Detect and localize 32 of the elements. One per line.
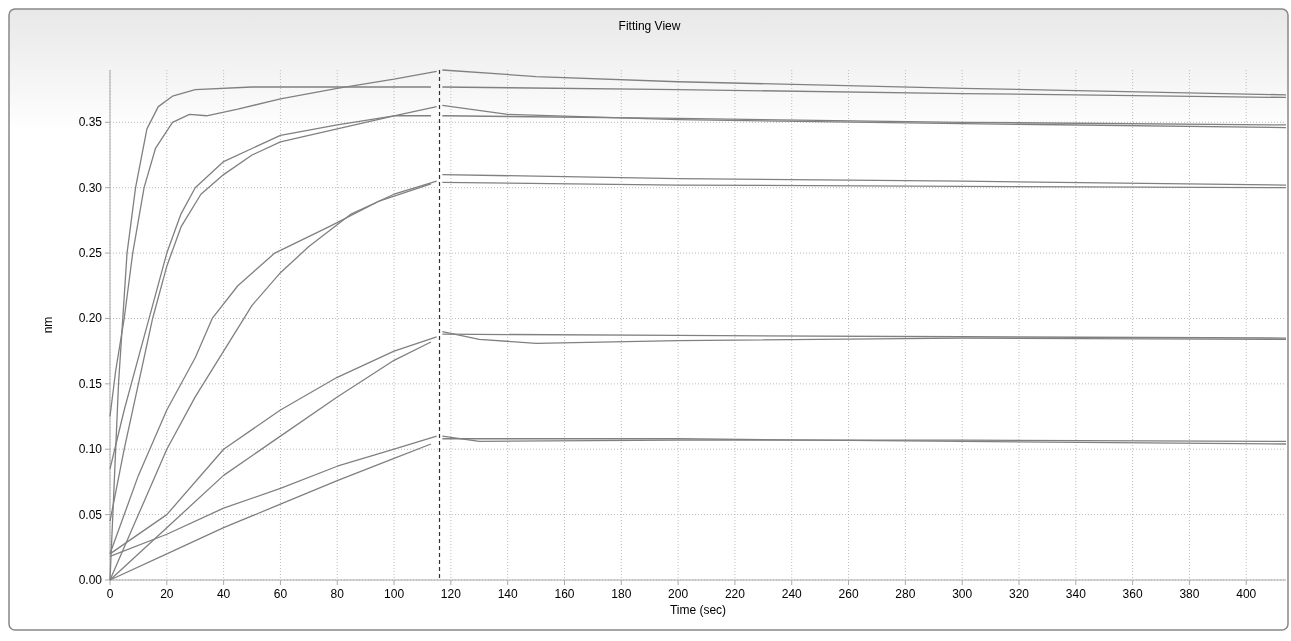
x-tick-label: 200 [668, 587, 689, 601]
x-tick-label: 60 [273, 587, 288, 601]
x-tick-label: 320 [1008, 587, 1030, 601]
y-tick-label: 0.10 [78, 442, 103, 457]
x-tick-label: 220 [724, 587, 746, 601]
x-tick-label: 100 [384, 587, 405, 601]
y-tick-label: 0.35 [78, 115, 103, 130]
x-tick-label: 160 [554, 587, 575, 601]
y-tick-label: 0.30 [78, 180, 103, 195]
chart-title: Fitting View [618, 19, 681, 33]
x-tick-label: 140 [497, 587, 519, 601]
x-tick-label: 120 [440, 587, 462, 601]
x-tick-label: 80 [330, 587, 345, 601]
y-tick-label: 0.25 [78, 246, 103, 261]
x-tick-label: 280 [895, 587, 916, 601]
y-tick-label: 0.20 [78, 311, 103, 326]
x-axis-title: Time (sec) [669, 603, 727, 617]
x-tick-label: 340 [1065, 587, 1087, 601]
x-tick-label: 400 [1236, 587, 1257, 601]
x-tick-label: 260 [838, 587, 859, 601]
x-tick-label: 240 [781, 587, 803, 601]
y-tick-label: 0.05 [78, 507, 103, 522]
y-tick-label: 0.00 [78, 573, 103, 587]
x-tick-label: 40 [216, 587, 231, 601]
x-tick-label: 20 [160, 587, 174, 601]
y-axis-title: nm [41, 316, 55, 334]
x-tick-label: 360 [1122, 587, 1143, 601]
x-tick-label: 380 [1179, 587, 1200, 601]
x-tick-label: 0 [106, 587, 114, 601]
x-tick-label: 300 [952, 587, 973, 601]
y-tick-label: 0.15 [78, 376, 103, 391]
x-tick-label: 180 [611, 587, 632, 601]
